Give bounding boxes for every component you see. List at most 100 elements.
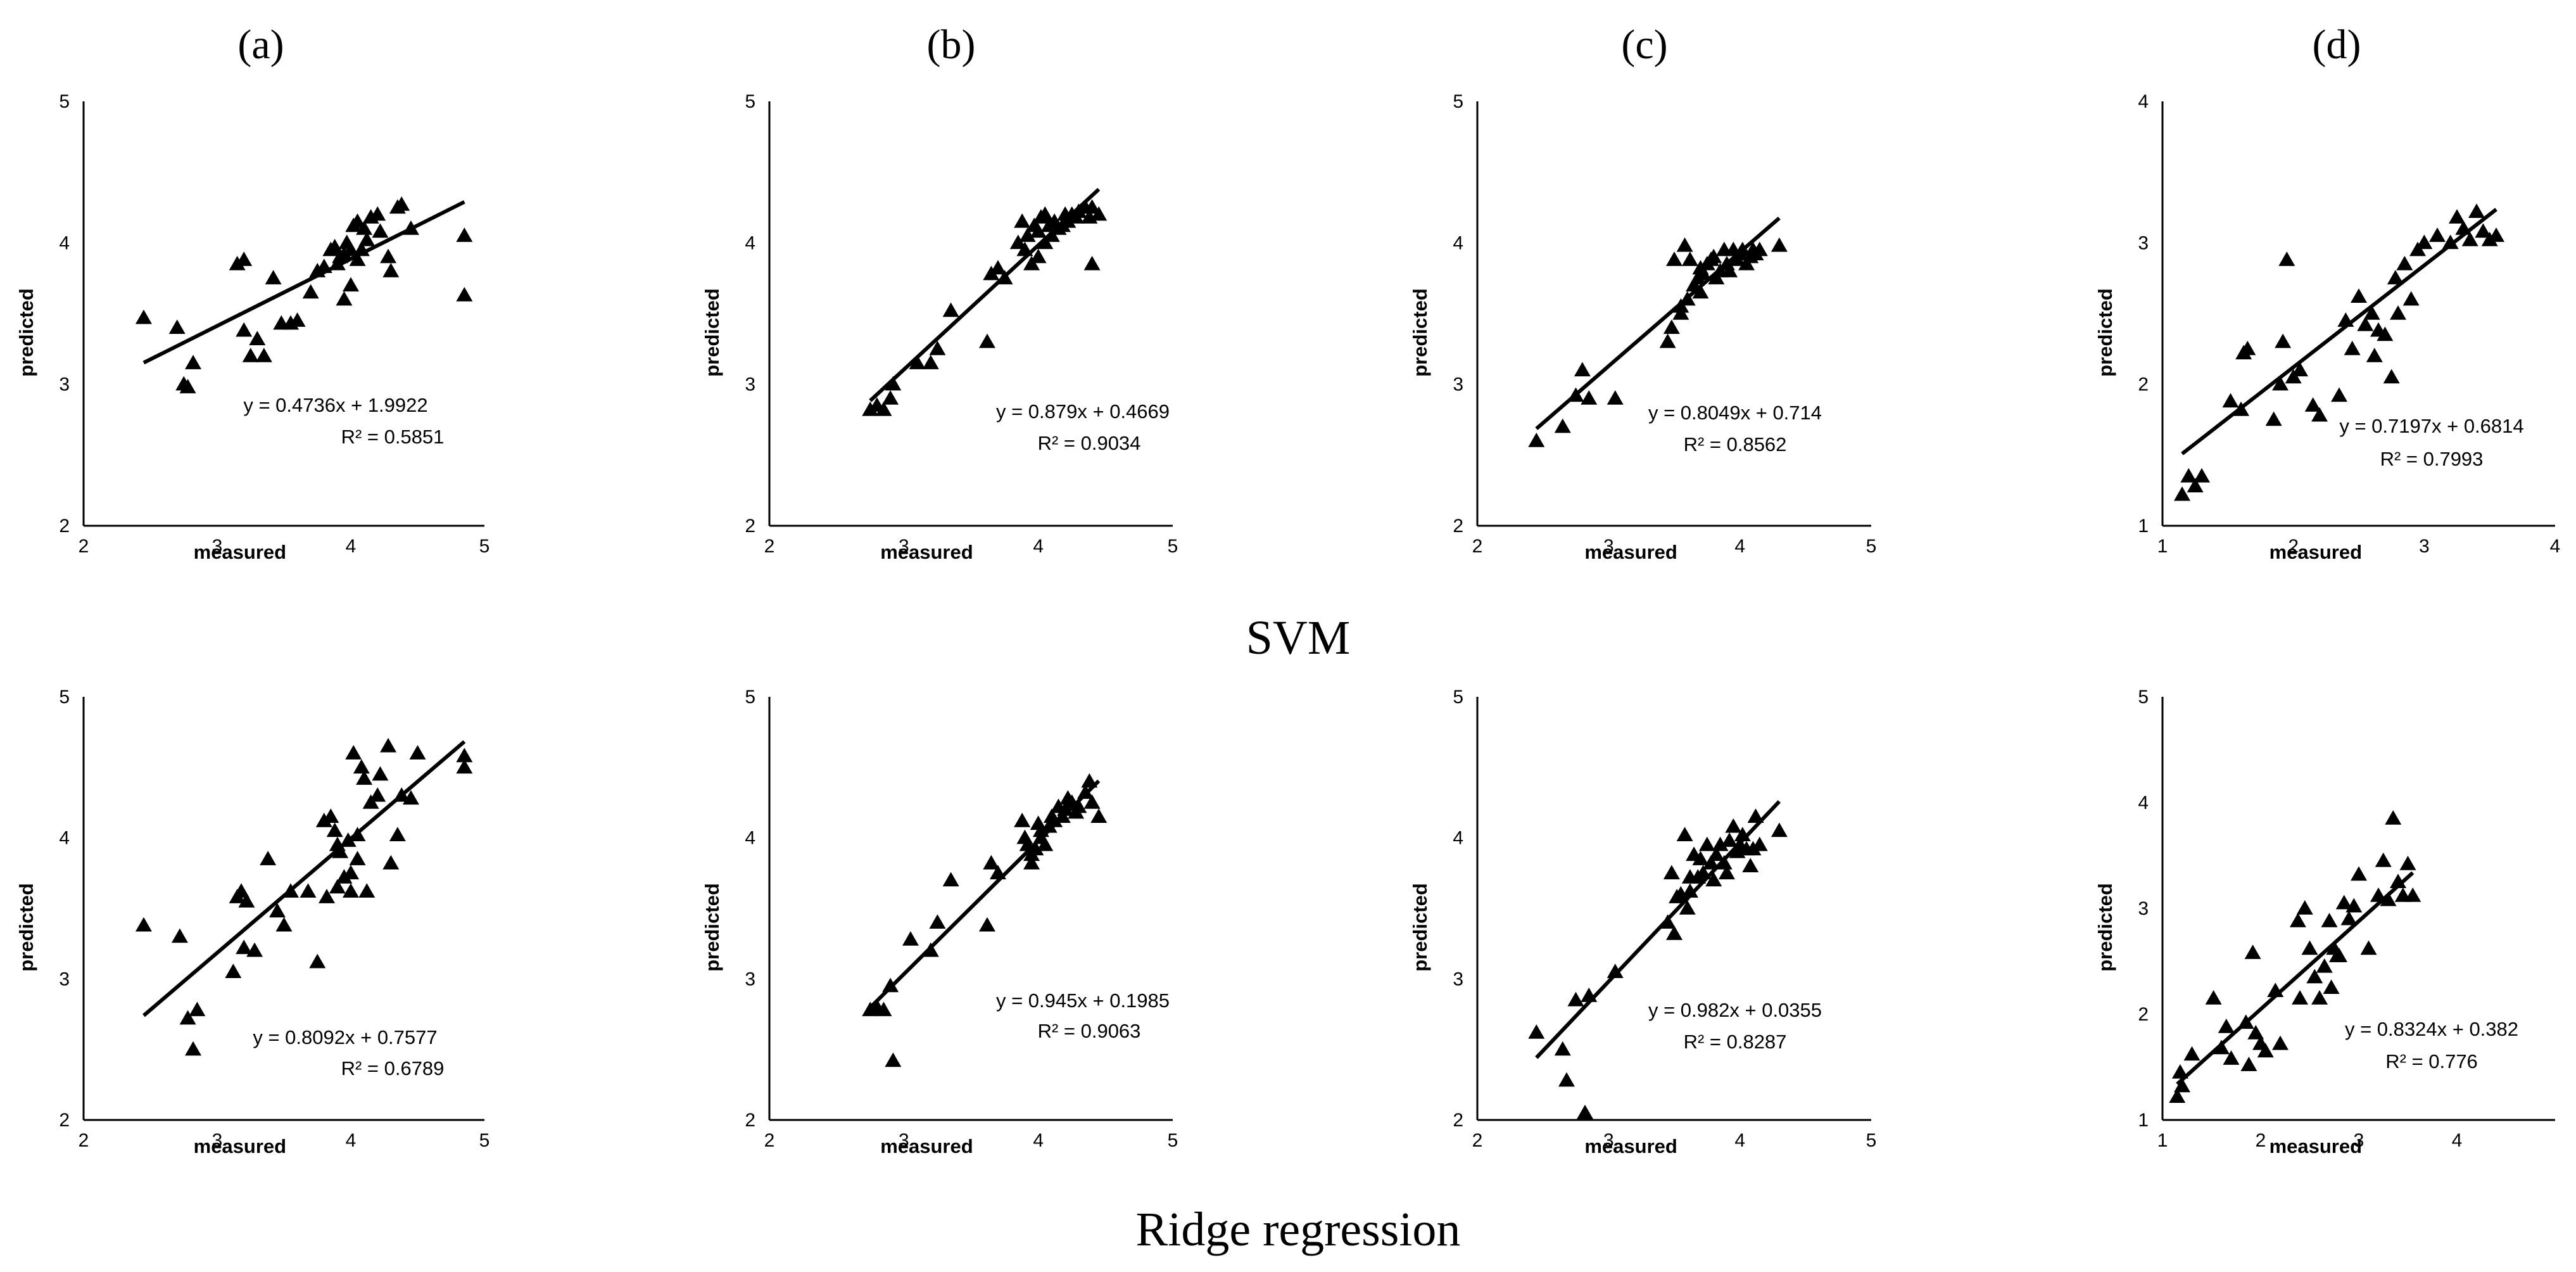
data-point xyxy=(268,903,286,918)
x-tick-label: 3 xyxy=(212,536,223,557)
data-point xyxy=(2380,891,2397,906)
data-point xyxy=(382,263,400,277)
data-point xyxy=(1083,794,1101,809)
y-axis-title: predicted xyxy=(701,883,723,972)
data-point xyxy=(349,851,366,865)
trend-equation: y = 0.4736x + 1.9922 xyxy=(243,394,427,416)
panel-svm-a: 2 3 4 5 2 3 4 5 measured predicted y = 0.4736x + 1… xyxy=(15,91,489,563)
r-squared-label: R² = 0.5851 xyxy=(341,426,445,448)
y-tick-label: 4 xyxy=(59,828,70,849)
data-point xyxy=(2360,940,2377,955)
column-title-c: (c) xyxy=(1621,22,1667,68)
data-point xyxy=(236,251,253,266)
data-point xyxy=(1030,248,1047,264)
data-point xyxy=(1666,251,1683,266)
y-axis-title: predicted xyxy=(1409,883,1431,972)
data-point xyxy=(232,883,249,898)
data-point xyxy=(343,277,359,292)
x-tick-label: 2 xyxy=(764,1130,775,1151)
y-tick-label: 5 xyxy=(745,91,755,112)
y-tick-label: 2 xyxy=(1453,1110,1463,1131)
data-point xyxy=(369,787,386,802)
x-tick-label: 5 xyxy=(1866,1130,1877,1151)
data-point xyxy=(409,745,426,760)
data-point xyxy=(1669,889,1686,903)
x-tick-label: 5 xyxy=(479,1130,490,1151)
data-point xyxy=(358,883,376,898)
data-point xyxy=(336,246,353,260)
data-point xyxy=(309,953,326,969)
data-point xyxy=(326,822,343,837)
y-axis-title: predicted xyxy=(2094,883,2116,972)
x-tick-label: 4 xyxy=(2550,536,2561,557)
data-point xyxy=(255,348,272,362)
data-point xyxy=(2468,203,2485,218)
data-point xyxy=(1708,846,1725,862)
x-tick-label: 4 xyxy=(1033,1130,1044,1151)
data-point xyxy=(2383,369,2400,384)
trend-line xyxy=(869,779,1101,1009)
data-point xyxy=(1721,263,1738,277)
trend-line xyxy=(142,740,466,1017)
data-point xyxy=(2399,855,2416,870)
x-tick-label: 4 xyxy=(1734,1130,1745,1151)
y-tick-label: 3 xyxy=(1453,969,1463,989)
data-point xyxy=(2331,387,2347,402)
y-tick-label: 4 xyxy=(745,828,755,849)
y-tick-label: 4 xyxy=(1453,232,1463,253)
data-point xyxy=(322,808,339,824)
data-point xyxy=(1528,1024,1545,1039)
data-point xyxy=(2311,407,2328,422)
data-point xyxy=(1581,390,1598,405)
x-tick-label: 3 xyxy=(899,536,909,557)
data-point xyxy=(942,302,959,317)
trend-line xyxy=(2181,208,2497,455)
data-point xyxy=(2311,989,2328,1005)
data-point xyxy=(179,379,196,393)
r-squared-label: R² = 0.9063 xyxy=(1038,1020,1141,1042)
data-point xyxy=(1090,808,1108,824)
data-point xyxy=(1009,234,1026,250)
y-tick-label: 5 xyxy=(59,91,70,112)
y-tick-label: 2 xyxy=(59,1110,70,1131)
data-point xyxy=(2449,209,2465,224)
data-point xyxy=(2346,898,2363,913)
x-tick-label: 4 xyxy=(2452,1130,2463,1151)
data-point xyxy=(1672,305,1689,320)
data-point xyxy=(356,770,373,785)
data-point xyxy=(2385,810,2402,825)
x-tick-label: 2 xyxy=(2288,536,2299,557)
data-point xyxy=(1554,418,1571,433)
data-point xyxy=(1692,284,1709,299)
data-point xyxy=(2174,1078,2190,1093)
data-point xyxy=(2222,393,2239,408)
x-axis-title: measured xyxy=(2270,541,2362,563)
x-axis-title: measured xyxy=(1584,1135,1677,1157)
data-point xyxy=(456,759,473,774)
data-point xyxy=(358,231,376,246)
data-point xyxy=(2390,305,2406,320)
data-point xyxy=(929,914,946,929)
data-point xyxy=(1745,841,1762,856)
data-point xyxy=(2363,305,2380,320)
x-tick-label: 3 xyxy=(899,1130,909,1151)
x-tick-label: 3 xyxy=(212,1130,223,1151)
data-point xyxy=(343,865,359,880)
y-tick-label: 3 xyxy=(2138,898,2149,919)
y-tick-label: 4 xyxy=(59,232,70,253)
data-point xyxy=(1083,199,1101,214)
data-point xyxy=(2461,231,2478,246)
data-point xyxy=(942,872,959,887)
data-point xyxy=(135,309,152,324)
trend-line xyxy=(2176,871,2415,1086)
trend-line xyxy=(1535,216,1781,431)
y-axis-title: predicted xyxy=(1409,288,1431,377)
y-tick-label: 5 xyxy=(1453,91,1463,112)
x-axis-title: measured xyxy=(194,541,286,563)
data-point xyxy=(135,917,152,932)
data-point xyxy=(389,827,406,841)
data-point xyxy=(2351,288,2367,303)
data-point xyxy=(2169,1088,2186,1103)
data-point xyxy=(1070,798,1087,813)
trend-equation: y = 0.8049x + 0.714 xyxy=(1648,402,1822,424)
